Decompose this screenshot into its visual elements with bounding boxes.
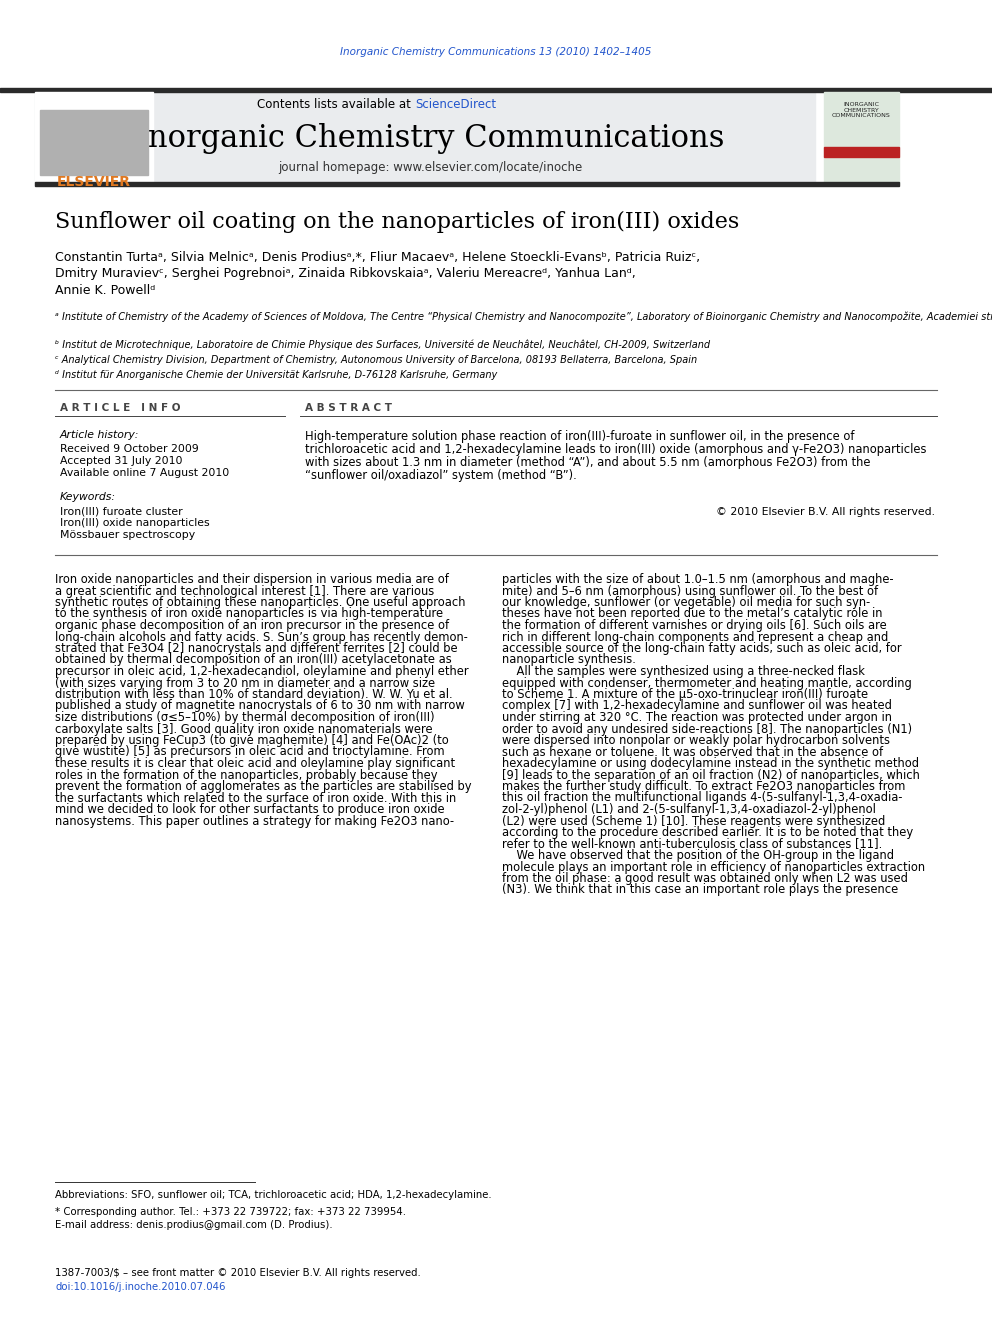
Bar [0,89,992,93]
Bar [35,93,815,185]
Text: prepared by using FeCup3 (to give maghemite) [4] and Fe(OAc)2 (to: prepared by using FeCup3 (to give maghem… [55,734,448,747]
Text: size distributions (σ≤5–10%) by thermal decomposition of iron(III): size distributions (σ≤5–10%) by thermal … [55,710,434,724]
Bar [35,93,153,185]
Text: nanosystems. This paper outlines a strategy for making Fe2O3 nano-: nanosystems. This paper outlines a strat… [55,815,454,827]
Text: rich in different long-chain components and represent a cheap and: rich in different long-chain components … [502,631,888,643]
Text: with sizes about 1.3 nm in diameter (method “A”), and about 5.5 nm (amorphous Fe: with sizes about 1.3 nm in diameter (met… [305,456,871,468]
Text: A R T I C L E   I N F O: A R T I C L E I N F O [60,404,181,413]
Text: [9] leads to the separation of an oil fraction (N2) of nanoparticles, which: [9] leads to the separation of an oil fr… [502,769,920,782]
Text: Iron(III) oxide nanoparticles: Iron(III) oxide nanoparticles [60,519,209,528]
Text: trichloroacetic acid and 1,2-hexadecylamine leads to iron(III) oxide (amorphous : trichloroacetic acid and 1,2-hexadecylam… [305,443,927,456]
Text: zol-2-yl)phenol (L1) and 2-(5-sulfanyl-1,3,4-oxadiazol-2-yl)phenol: zol-2-yl)phenol (L1) and 2-(5-sulfanyl-1… [502,803,876,816]
Text: 1387-7003/$ – see front matter © 2010 Elsevier B.V. All rights reserved.: 1387-7003/$ – see front matter © 2010 El… [55,1267,421,1278]
Text: We have observed that the position of the OH-group in the ligand: We have observed that the position of th… [502,849,894,863]
Text: roles in the formation of the nanoparticles, probably because they: roles in the formation of the nanopartic… [55,769,437,782]
Text: from the oil phase: a good result was obtained only when L2 was used: from the oil phase: a good result was ob… [502,872,908,885]
Text: Available online 7 August 2010: Available online 7 August 2010 [60,468,229,478]
Text: INORGANIC
CHEMISTRY
COMMUNICATIONS: INORGANIC CHEMISTRY COMMUNICATIONS [831,102,891,118]
Text: “sunflower oil/oxadiazol” system (method “B”).: “sunflower oil/oxadiazol” system (method… [305,468,576,482]
Text: Iron(III) furoate cluster: Iron(III) furoate cluster [60,505,183,516]
Text: doi:10.1016/j.inoche.2010.07.046: doi:10.1016/j.inoche.2010.07.046 [55,1282,225,1293]
Text: Accepted 31 July 2010: Accepted 31 July 2010 [60,456,183,466]
Text: particles with the size of about 1.0–1.5 nm (amorphous and maghe-: particles with the size of about 1.0–1.5… [502,573,894,586]
Text: were dispersed into nonpolar or weakly polar hydrocarbon solvents: were dispersed into nonpolar or weakly p… [502,734,890,747]
Text: organic phase decomposition of an iron precursor in the presence of: organic phase decomposition of an iron p… [55,619,449,632]
Text: High-temperature solution phase reaction of iron(III)-furoate in sunflower oil, : High-temperature solution phase reaction… [305,430,854,443]
Text: this oil fraction the multifunctional ligands 4-(5-sulfanyl-1,3,4-oxadia-: this oil fraction the multifunctional li… [502,791,903,804]
Text: Mössbauer spectroscopy: Mössbauer spectroscopy [60,531,195,540]
Text: ᵇ Institut de Microtechnique, Laboratoire de Chimie Physique des Surfaces, Unive: ᵇ Institut de Microtechnique, Laboratoir… [55,340,710,351]
Text: to the synthesis of iron oxide nanoparticles is via high-temperature: to the synthesis of iron oxide nanoparti… [55,607,443,620]
Text: mite) and 5–6 nm (amorphous) using sunflower oil. To the best of: mite) and 5–6 nm (amorphous) using sunfl… [502,585,878,598]
Text: synthetic routes of obtaining these nanoparticles. One useful approach: synthetic routes of obtaining these nano… [55,595,465,609]
Text: according to the procedure described earlier. It is to be noted that they: according to the procedure described ear… [502,826,913,839]
Text: * Corresponding author. Tel.: +373 22 739722; fax: +373 22 739954.: * Corresponding author. Tel.: +373 22 73… [55,1207,406,1217]
Text: (N3). We think that in this case an important role plays the presence: (N3). We think that in this case an impo… [502,884,898,897]
Text: Keywords:: Keywords: [60,492,116,501]
Text: our knowledge, sunflower (or vegetable) oil media for such syn-: our knowledge, sunflower (or vegetable) … [502,595,870,609]
Text: Contents lists available at: Contents lists available at [257,98,415,111]
Text: ᵈ Institut für Anorganische Chemie der Universität Karlsruhe, D-76128 Karlsruhe,: ᵈ Institut für Anorganische Chemie der U… [55,370,497,380]
Text: prevent the formation of agglomerates as the particles are stabilised by: prevent the formation of agglomerates as… [55,781,471,792]
Text: Article history:: Article history: [60,430,139,441]
Text: nanoparticle synthesis.: nanoparticle synthesis. [502,654,636,667]
Text: long-chain alcohols and fatty acids. S. Sun’s group has recently demon-: long-chain alcohols and fatty acids. S. … [55,631,468,643]
Text: such as hexane or toluene. It was observed that in the absence of: such as hexane or toluene. It was observ… [502,745,883,758]
Text: ScienceDirect: ScienceDirect [415,98,496,111]
Text: (L2) were used (Scheme 1) [10]. These reagents were synthesized: (L2) were used (Scheme 1) [10]. These re… [502,815,885,827]
Text: Abbreviations: SFO, sunflower oil; TCA, trichloroacetic acid; HDA, 1,2-hexadecyl: Abbreviations: SFO, sunflower oil; TCA, … [55,1189,492,1200]
Text: (with sizes varying from 3 to 20 nm in diameter and a narrow size: (with sizes varying from 3 to 20 nm in d… [55,676,435,689]
Bar [824,147,899,157]
Text: accessible source of the long-chain fatty acids, such as oleic acid, for: accessible source of the long-chain fatt… [502,642,902,655]
Text: these results it is clear that oleic acid and oleylamine play significant: these results it is clear that oleic aci… [55,757,455,770]
Text: published a study of magnetite nanocrystals of 6 to 30 nm with narrow: published a study of magnetite nanocryst… [55,700,464,713]
Text: ᶜ Analytical Chemistry Division, Department of Chemistry, Autonomous University : ᶜ Analytical Chemistry Division, Departm… [55,355,697,365]
Text: ᵃ Institute of Chemistry of the Academy of Sciences of Moldova, The Centre “Phys: ᵃ Institute of Chemistry of the Academy … [55,312,992,323]
Bar [824,93,899,185]
Text: obtained by thermal decomposition of an iron(III) acetylacetonate as: obtained by thermal decomposition of an … [55,654,451,667]
Text: strated that Fe3O4 [2] nanocrystals and different ferrites [2] could be: strated that Fe3O4 [2] nanocrystals and … [55,642,457,655]
Text: Received 9 October 2009: Received 9 October 2009 [60,445,198,454]
Text: equipped with condenser, thermometer and heating mantle, according: equipped with condenser, thermometer and… [502,676,912,689]
Text: E-mail address: denis.prodius@gmail.com (D. Prodius).: E-mail address: denis.prodius@gmail.com … [55,1220,332,1230]
Text: carboxylate salts [3]. Good quality iron oxide nanomaterials were: carboxylate salts [3]. Good quality iron… [55,722,433,736]
Text: All the samples were synthesized using a three-necked flask: All the samples were synthesized using a… [502,665,865,677]
Text: molecule plays an important role in efficiency of nanoparticles extraction: molecule plays an important role in effi… [502,860,926,873]
Text: precursor in oleic acid, 1,2-hexadecandiol, oleylamine and phenyl ether: precursor in oleic acid, 1,2-hexadecandi… [55,665,468,677]
Text: a great scientific and technological interest [1]. There are various: a great scientific and technological int… [55,585,434,598]
Text: Inorganic Chemistry Communications 13 (2010) 1402–1405: Inorganic Chemistry Communications 13 (2… [340,48,652,57]
Text: the formation of different varnishes or drying oils [6]. Such oils are: the formation of different varnishes or … [502,619,887,632]
Text: give wüstite) [5] as precursors in oleic acid and trioctylamine. From: give wüstite) [5] as precursors in oleic… [55,745,444,758]
Text: distribution with less than 10% of standard deviation). W. W. Yu et al.: distribution with less than 10% of stand… [55,688,452,701]
Text: Inorganic Chemistry Communications: Inorganic Chemistry Communications [136,123,724,153]
Text: Sunflower oil coating on the nanoparticles of iron(III) oxides: Sunflower oil coating on the nanoparticl… [55,210,739,233]
Text: Dmitry Muravievᶜ, Serghei Pogrebnoiᵃ, Zinaida Ribkovskaiaᵃ, Valeriu Mereacreᵈ, Y: Dmitry Muravievᶜ, Serghei Pogrebnoiᵃ, Zi… [55,267,636,280]
Text: Iron oxide nanoparticles and their dispersion in various media are of: Iron oxide nanoparticles and their dispe… [55,573,448,586]
Text: order to avoid any undesired side-reactions [8]. The nanoparticles (N1): order to avoid any undesired side-reacti… [502,722,912,736]
Text: A B S T R A C T: A B S T R A C T [305,404,392,413]
Text: to Scheme 1. A mixture of the μ5-oxo-trinuclear iron(III) furoate: to Scheme 1. A mixture of the μ5-oxo-tri… [502,688,868,701]
Text: mind we decided to look for other surfactants to produce iron oxide: mind we decided to look for other surfac… [55,803,444,816]
Text: under stirring at 320 °C. The reaction was protected under argon in: under stirring at 320 °C. The reaction w… [502,710,892,724]
Text: Annie K. Powellᵈ: Annie K. Powellᵈ [55,283,156,296]
Text: hexadecylamine or using dodecylamine instead in the synthetic method: hexadecylamine or using dodecylamine ins… [502,757,919,770]
Text: complex [7] with 1,2-hexadecylamine and sunflower oil was heated: complex [7] with 1,2-hexadecylamine and … [502,700,892,713]
Text: makes the further study difficult. To extract Fe2O3 nanoparticles from: makes the further study difficult. To ex… [502,781,906,792]
Text: journal homepage: www.elsevier.com/locate/inoche: journal homepage: www.elsevier.com/locat… [278,161,582,175]
Text: theses have not been reported due to the metal’s catalytic role in: theses have not been reported due to the… [502,607,883,620]
Text: © 2010 Elsevier B.V. All rights reserved.: © 2010 Elsevier B.V. All rights reserved… [716,507,935,517]
Text: refer to the well-known anti-tuberculosis class of substances [11].: refer to the well-known anti-tuberculosi… [502,837,882,851]
Text: the surfactants which related to the surface of iron oxide. With this in: the surfactants which related to the sur… [55,791,456,804]
Text: Constantin Turtaᵃ, Silvia Melnicᵃ, Denis Prodiusᵃ,*, Fliur Macaevᵃ, Helene Stoec: Constantin Turtaᵃ, Silvia Melnicᵃ, Denis… [55,251,700,265]
Text: ELSEVIER: ELSEVIER [57,175,131,189]
Bar [35,183,899,187]
Bar [40,110,148,175]
